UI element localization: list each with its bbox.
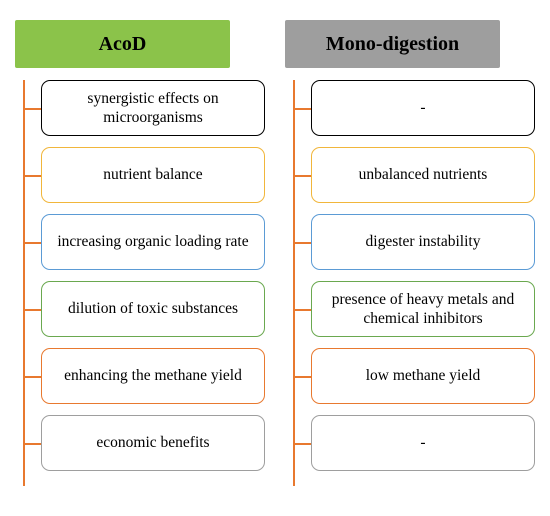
connector bbox=[293, 242, 311, 244]
column-acod: AcoD synergistic effects on microorganis… bbox=[15, 20, 265, 496]
spine-left bbox=[23, 80, 25, 486]
item-row: digester instability bbox=[311, 214, 535, 270]
item-box: synergistic effects on microorganisms bbox=[41, 80, 265, 136]
connector bbox=[293, 376, 311, 378]
item-row: enhancing the methane yield bbox=[41, 348, 265, 404]
item-box: nutrient balance bbox=[41, 147, 265, 203]
connector bbox=[23, 108, 41, 110]
connector bbox=[293, 443, 311, 445]
item-box: digester instability bbox=[311, 214, 535, 270]
item-box: low methane yield bbox=[311, 348, 535, 404]
header-mono: Mono-digestion bbox=[285, 20, 500, 68]
connector bbox=[23, 309, 41, 311]
connector bbox=[23, 443, 41, 445]
column-mono: Mono-digestion - unbalanced nutrients di… bbox=[285, 20, 535, 496]
item-box: increasing organic loading rate bbox=[41, 214, 265, 270]
connector bbox=[293, 175, 311, 177]
item-box: presence of heavy metals and chemical in… bbox=[311, 281, 535, 337]
header-acod: AcoD bbox=[15, 20, 230, 68]
item-row: unbalanced nutrients bbox=[311, 147, 535, 203]
spine-right bbox=[293, 80, 295, 486]
connector bbox=[293, 309, 311, 311]
connector bbox=[23, 376, 41, 378]
item-box: - bbox=[311, 415, 535, 471]
item-box: enhancing the methane yield bbox=[41, 348, 265, 404]
item-row: presence of heavy metals and chemical in… bbox=[311, 281, 535, 337]
item-box: - bbox=[311, 80, 535, 136]
item-row: increasing organic loading rate bbox=[41, 214, 265, 270]
item-box: dilution of toxic substances bbox=[41, 281, 265, 337]
item-row: - bbox=[311, 415, 535, 471]
comparison-diagram: AcoD synergistic effects on microorganis… bbox=[15, 20, 535, 496]
item-row: economic benefits bbox=[41, 415, 265, 471]
item-row: synergistic effects on microorganisms bbox=[41, 80, 265, 136]
connector bbox=[23, 242, 41, 244]
items-acod: synergistic effects on microorganisms nu… bbox=[41, 80, 265, 496]
item-row: - bbox=[311, 80, 535, 136]
item-row: dilution of toxic substances bbox=[41, 281, 265, 337]
connector bbox=[293, 108, 311, 110]
connector bbox=[23, 175, 41, 177]
item-row: nutrient balance bbox=[41, 147, 265, 203]
item-box: economic benefits bbox=[41, 415, 265, 471]
items-mono: - unbalanced nutrients digester instabil… bbox=[311, 80, 535, 496]
item-row: low methane yield bbox=[311, 348, 535, 404]
item-box: unbalanced nutrients bbox=[311, 147, 535, 203]
